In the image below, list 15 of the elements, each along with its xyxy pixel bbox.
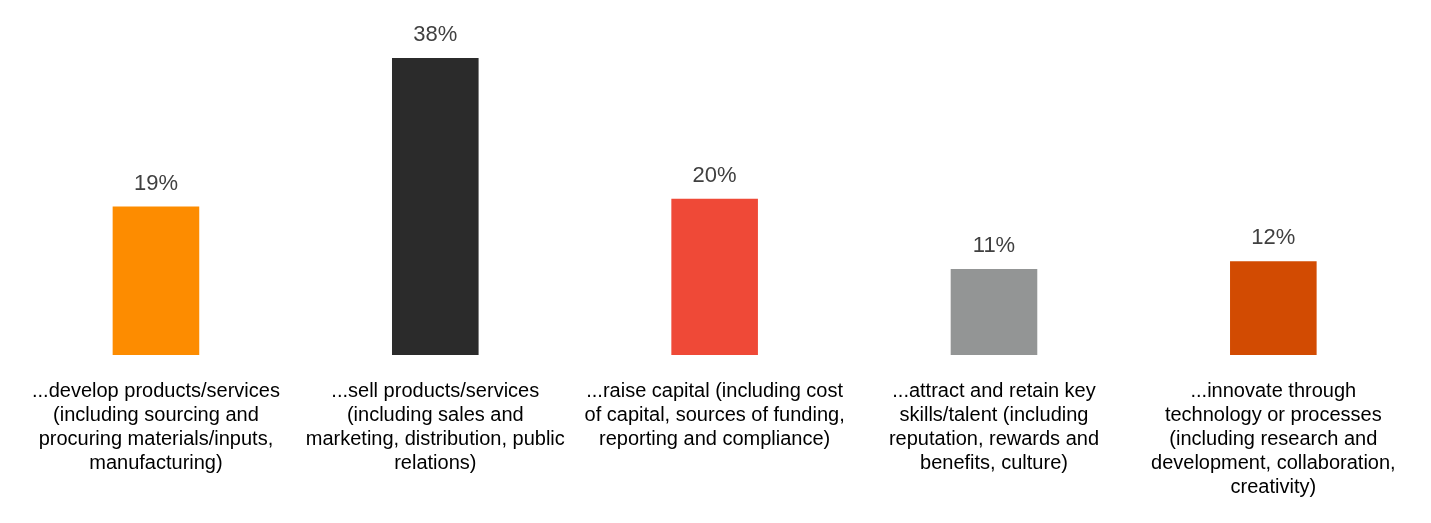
bar (112, 206, 200, 355)
bar (1230, 261, 1317, 355)
x-tick-label: ...sell products/services (including sales and marketing, distribution, public relations) (305, 378, 565, 473)
x-tick-label: ...develop products/services (including sourcing and procuring materials/inputs, manufacturing) (32, 378, 280, 473)
bar (950, 269, 1038, 355)
data-label: 12% (1251, 224, 1296, 250)
data-label: 11% (972, 232, 1016, 258)
data-label: 20% (692, 161, 737, 187)
x-tick-label: ...attract and retain key skills/talent (including reputation, rewards and benefits, culture) (888, 378, 1100, 473)
data-label: 38% (413, 21, 458, 47)
bar (392, 58, 479, 355)
x-tick-label: ...raise capital (including cost of capital, sources of funding, reporting and compliance) (584, 378, 845, 449)
x-tick-label: ...innovate through technology or processes (including research and development, collaboration, creativity) (1151, 378, 1396, 497)
bar (671, 198, 758, 355)
data-label: 19% (133, 169, 178, 195)
